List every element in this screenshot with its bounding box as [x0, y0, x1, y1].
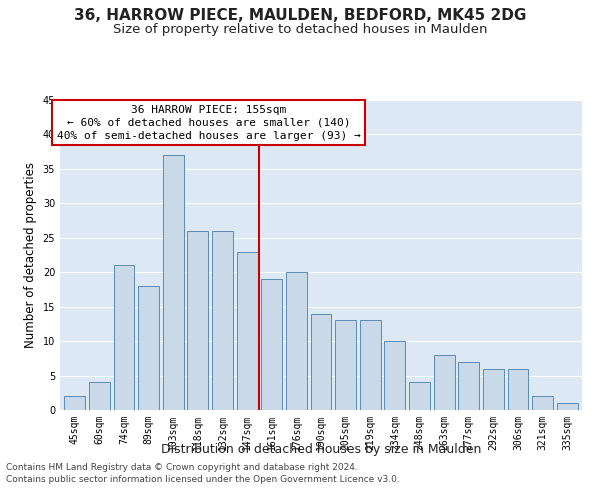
Bar [89, 382, 110, 410]
Bar [311, 314, 331, 410]
Bar [163, 155, 184, 410]
Text: 36, HARROW PIECE, MAULDEN, BEDFORD, MK45 2DG: 36, HARROW PIECE, MAULDEN, BEDFORD, MK45… [74, 8, 526, 22]
Bar [385, 341, 406, 410]
Bar [236, 252, 257, 410]
Text: Distribution of detached houses by size in Maulden: Distribution of detached houses by size … [161, 442, 481, 456]
Text: Contains HM Land Registry data © Crown copyright and database right 2024.: Contains HM Land Registry data © Crown c… [6, 464, 358, 472]
Text: Contains public sector information licensed under the Open Government Licence v3: Contains public sector information licen… [6, 475, 400, 484]
Bar [212, 231, 233, 410]
Bar [458, 362, 479, 410]
Bar [434, 355, 455, 410]
Y-axis label: Number of detached properties: Number of detached properties [24, 162, 37, 348]
Bar [286, 272, 307, 410]
Bar [532, 396, 553, 410]
Bar [113, 266, 134, 410]
Text: 36 HARROW PIECE: 155sqm
← 60% of detached houses are smaller (140)
40% of semi-d: 36 HARROW PIECE: 155sqm ← 60% of detache… [57, 104, 361, 141]
Bar [360, 320, 381, 410]
Bar [335, 320, 356, 410]
Bar [508, 368, 529, 410]
Bar [409, 382, 430, 410]
Text: Size of property relative to detached houses in Maulden: Size of property relative to detached ho… [113, 22, 487, 36]
Bar [138, 286, 159, 410]
Bar [557, 403, 578, 410]
Bar [261, 279, 282, 410]
Bar [483, 368, 504, 410]
Bar [64, 396, 85, 410]
Bar [187, 231, 208, 410]
